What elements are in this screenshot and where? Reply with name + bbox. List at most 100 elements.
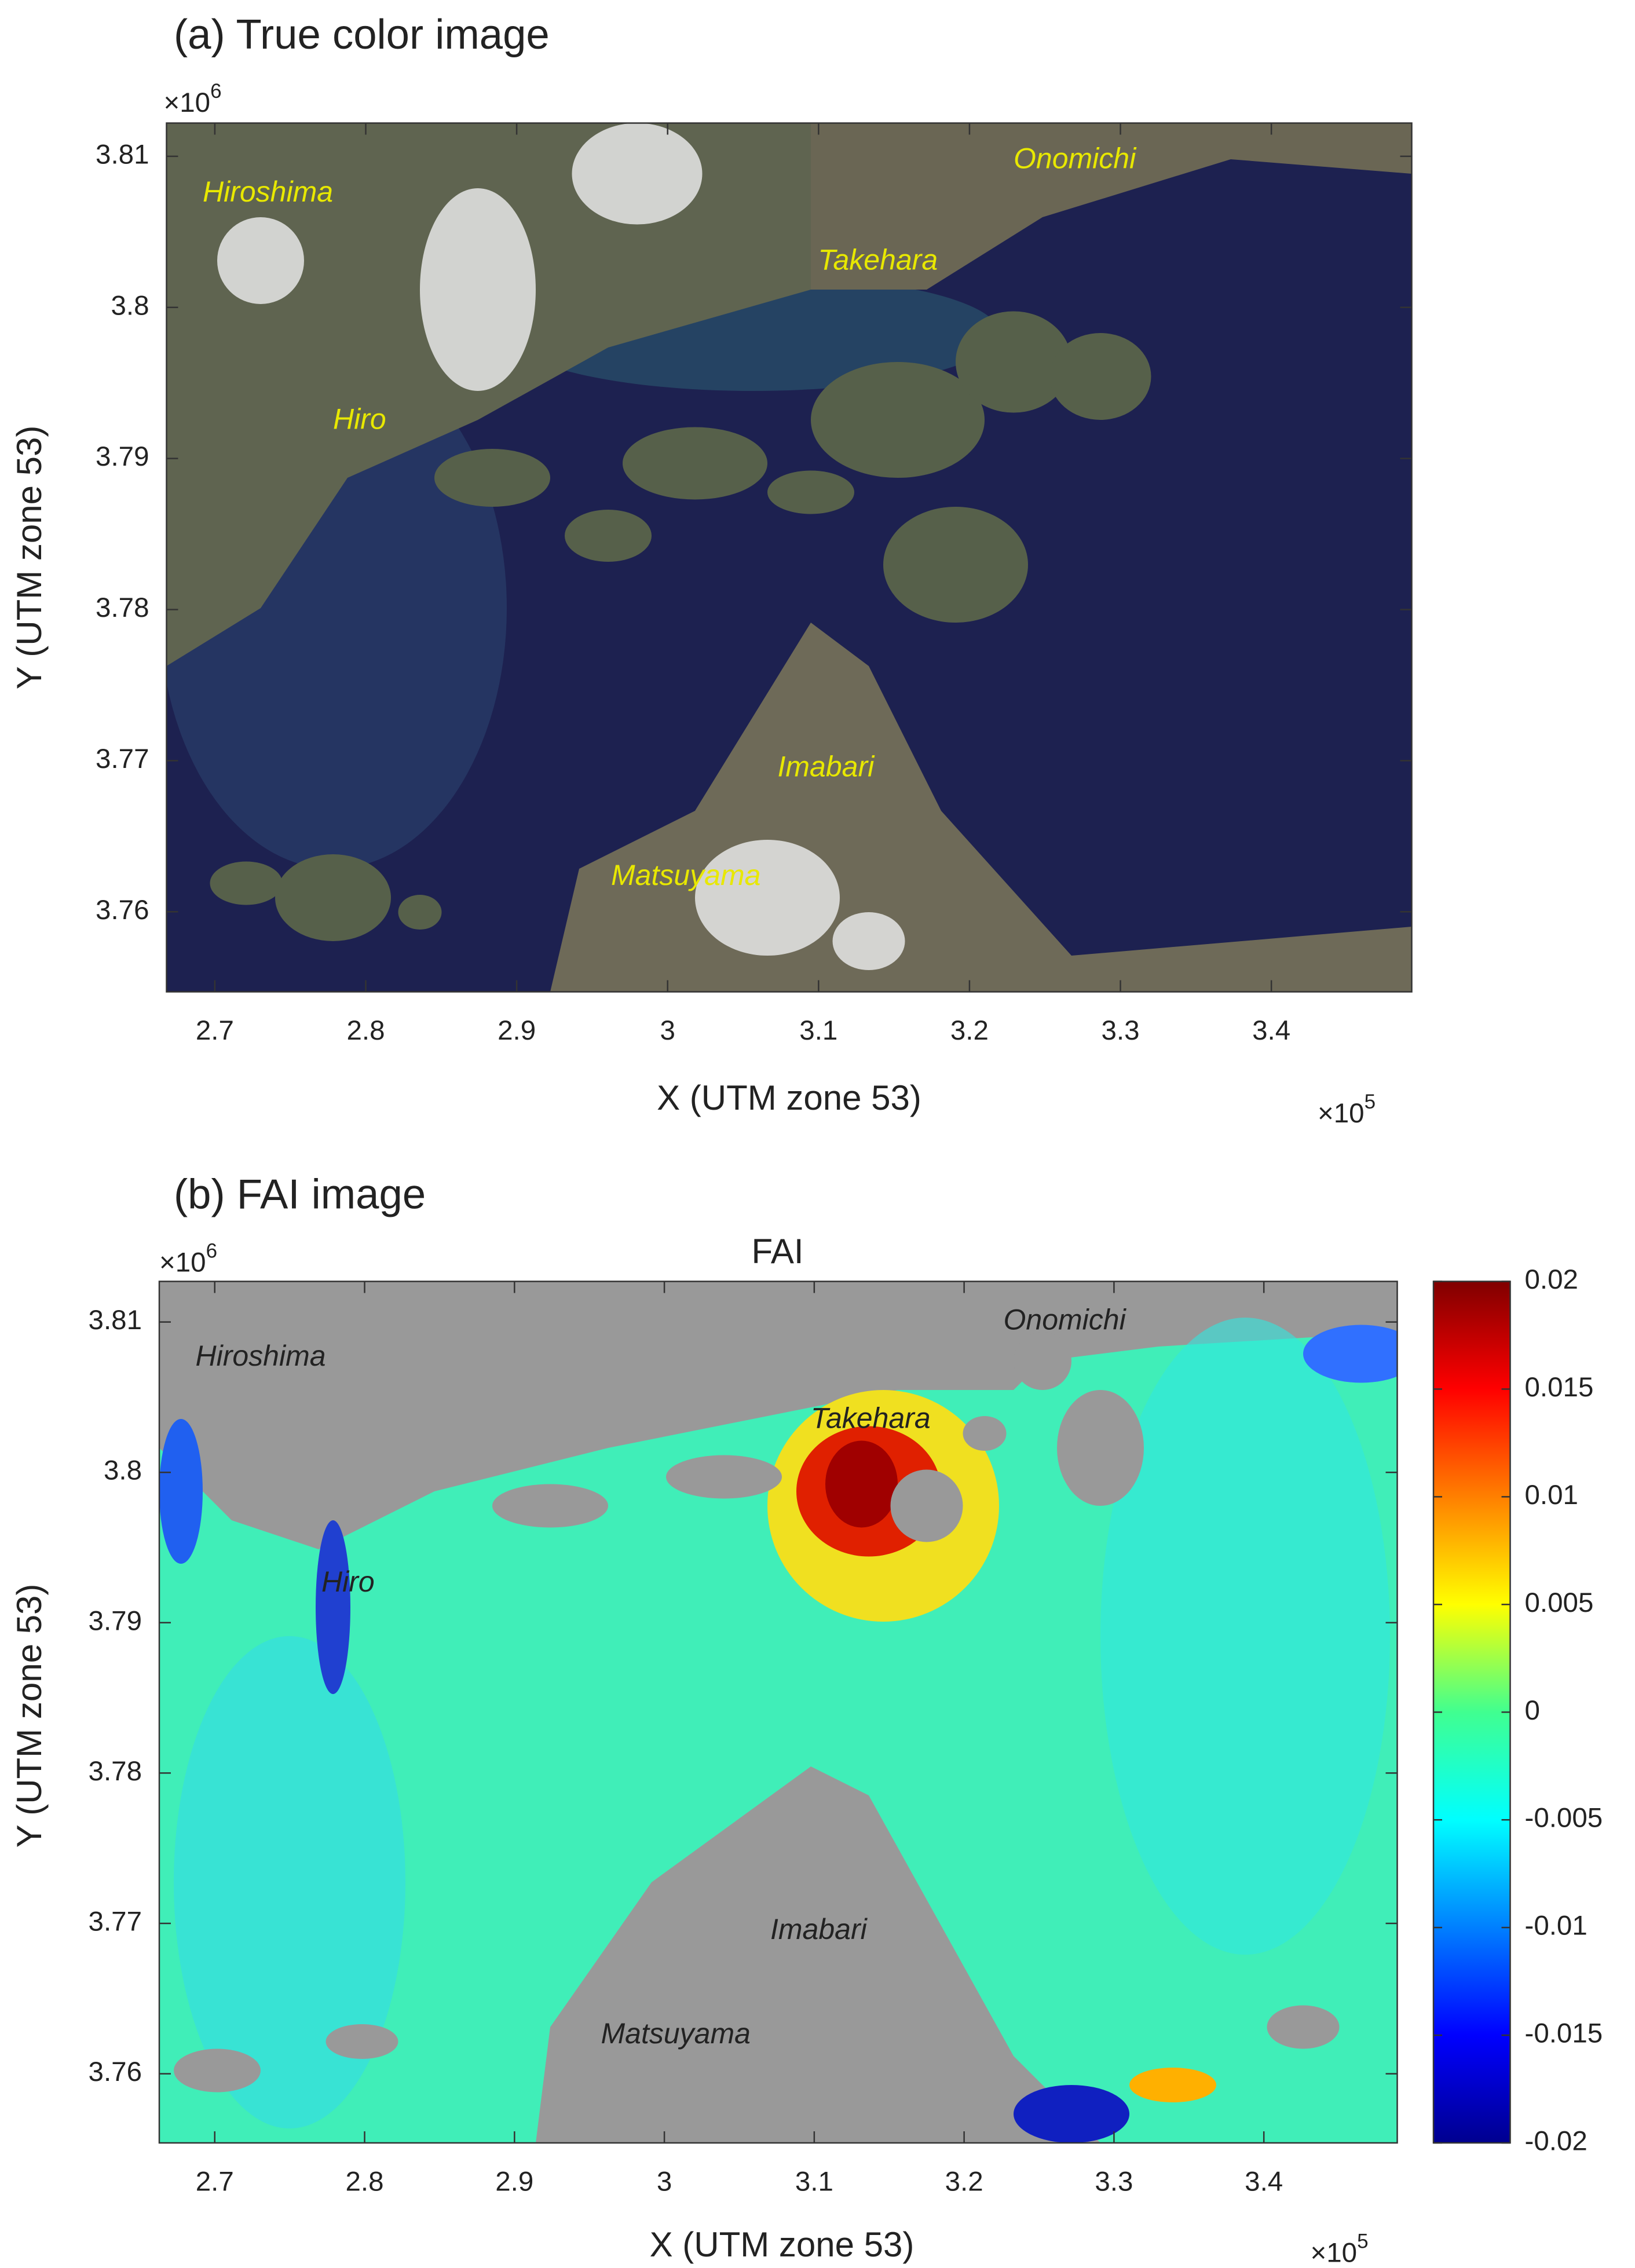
island-mask <box>890 1469 963 1542</box>
x-tick-label: 3 <box>657 2167 672 2197</box>
x-axis-label: X (UTM zone 53) <box>657 1078 921 1117</box>
edge-feature <box>1303 1325 1398 1383</box>
y-tick-label: 3.8 <box>111 290 149 321</box>
y-multiplier-exponent: 6 <box>210 80 221 103</box>
colorbar-tick-label: -0.02 <box>1525 2126 1588 2157</box>
island <box>883 507 1028 623</box>
y-tick-label: 3.78 <box>96 592 149 623</box>
island-mask <box>1014 1332 1071 1390</box>
place-label: Hiroshima <box>203 175 333 208</box>
x-tick-label: 3.1 <box>799 1015 837 1046</box>
island <box>767 470 854 514</box>
colorbar-tick-label: 0.01 <box>1525 1480 1578 1510</box>
x-tick-label: 3.2 <box>945 2167 983 2197</box>
x-multiplier: ×105 <box>1311 2230 1369 2268</box>
y-multiplier: ×106 <box>159 1240 217 1278</box>
y-tick-label: 3.81 <box>89 1305 142 1336</box>
island <box>1049 333 1151 420</box>
island-mask <box>174 2048 261 2093</box>
colorbar-tick-label: 0.02 <box>1525 1264 1578 1295</box>
x-multiplier-base: ×10 <box>1311 2237 1358 2268</box>
x-tick-label: 2.9 <box>498 1015 536 1046</box>
x-tick-label: 3.1 <box>795 2167 833 2197</box>
island <box>956 311 1071 413</box>
high-fai <box>825 1440 898 1528</box>
colorbar-tick-label: 0.015 <box>1525 1372 1594 1403</box>
edge-feature <box>1129 2068 1216 2102</box>
x-tick-label: 3.3 <box>1102 1015 1140 1046</box>
place-label: Imabari <box>778 751 876 783</box>
panel: (b) FAI image FAI 2.7 2.8 2.9 3 3.1 3.2 3.3 3.4 3.… <box>10 1171 1603 2268</box>
place-label: Takehara <box>811 1402 931 1435</box>
island <box>210 861 283 905</box>
x-multiplier-exponent: 5 <box>1357 2230 1368 2253</box>
island <box>275 854 392 941</box>
water-cyan <box>174 1636 406 2128</box>
x-multiplier-exponent: 5 <box>1365 1091 1376 1113</box>
island-mask <box>492 1484 609 1528</box>
land <box>166 123 811 666</box>
x-tick-label: 2.7 <box>196 2167 234 2197</box>
panel-title: (a) True color image <box>174 11 550 58</box>
island <box>434 449 551 507</box>
panel: (a) True color image 2.7 2.8 2.9 3 3.1 3.2 3.3 3… <box>10 11 1413 1129</box>
colorbar-tick-label: -0.005 <box>1525 1803 1603 1834</box>
y-tick-label: 3.79 <box>96 441 149 472</box>
y-multiplier-base: ×10 <box>164 87 211 118</box>
y-tick-label: 3.76 <box>96 895 149 926</box>
island-mask <box>325 2024 398 2059</box>
island <box>398 895 442 930</box>
image <box>166 123 1412 992</box>
y-axis-label: Y (UTM zone 53) <box>10 426 49 690</box>
cloud <box>217 217 305 304</box>
x-multiplier-base: ×10 <box>1318 1098 1365 1129</box>
y-tick-label: 3.76 <box>89 2057 142 2087</box>
x-tick-label: 3.4 <box>1252 1015 1290 1046</box>
edge-feature <box>159 1419 203 1564</box>
y-tick-label: 3.8 <box>104 1455 142 1486</box>
x-tick-label: 2.8 <box>346 1015 385 1046</box>
island-mask <box>963 1416 1007 1451</box>
y-tick-label: 3.77 <box>96 744 149 774</box>
x-tick-label: 3 <box>660 1015 675 1046</box>
edge-feature <box>1014 2084 1130 2143</box>
colorbar-tick-label: -0.01 <box>1525 1911 1588 1941</box>
place-label: Takehara <box>818 244 938 276</box>
place-label: Hiroshima <box>196 1340 326 1372</box>
image <box>159 1281 1398 2143</box>
colorbar <box>1432 1281 1511 2144</box>
y-axis-label: Y (UTM zone 53) <box>10 1584 49 1848</box>
island <box>623 427 768 500</box>
place-label: Hiro <box>333 403 386 436</box>
island-mask <box>666 1455 782 1499</box>
cloud <box>695 840 840 956</box>
x-multiplier: ×105 <box>1318 1091 1376 1128</box>
x-tick-label: 2.7 <box>196 1015 234 1046</box>
place-label: Onomichi <box>1004 1304 1127 1336</box>
chart-title: FAI <box>751 1232 803 1271</box>
y-multiplier-exponent: 6 <box>206 1240 217 1263</box>
place-label: Matsuyama <box>601 2017 751 2050</box>
cloud <box>572 123 703 225</box>
island <box>565 510 652 562</box>
colorbar-tick-label: 0.005 <box>1525 1587 1594 1618</box>
x-tick-label: 2.9 <box>495 2167 533 2197</box>
axes-frame <box>166 122 1413 993</box>
place-label: Imabari <box>770 1913 868 1945</box>
y-tick-label: 3.79 <box>89 1605 142 1636</box>
land <box>811 123 1412 290</box>
island <box>811 362 985 478</box>
colorbar-tick-label: 0 <box>1525 1695 1540 1726</box>
island-mask <box>1057 1390 1144 1506</box>
panel-title: (b) FAI image <box>174 1171 426 1218</box>
y-multiplier: ×106 <box>164 80 222 118</box>
y-multiplier-base: ×10 <box>159 1247 206 1278</box>
place-label: Matsuyama <box>611 859 760 891</box>
edge-feature <box>316 1520 351 1694</box>
axes-frame <box>158 1281 1398 2144</box>
place-label: Hiro <box>321 1565 375 1598</box>
cloud <box>832 912 905 970</box>
x-tick-label: 3.3 <box>1095 2167 1133 2197</box>
